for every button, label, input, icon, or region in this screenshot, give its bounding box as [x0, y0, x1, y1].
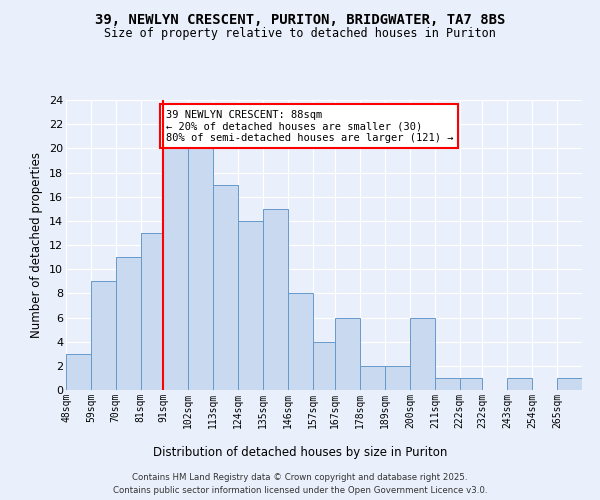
Bar	[288, 294, 313, 390]
Bar	[360, 366, 385, 390]
Text: Contains HM Land Registry data © Crown copyright and database right 2025.
Contai: Contains HM Land Registry data © Crown c…	[113, 474, 487, 495]
Text: 39, NEWLYN CRESCENT, PURITON, BRIDGWATER, TA7 8BS: 39, NEWLYN CRESCENT, PURITON, BRIDGWATER…	[95, 12, 505, 26]
Bar	[460, 378, 482, 390]
Bar	[385, 366, 410, 390]
Bar	[263, 209, 288, 390]
Bar	[188, 148, 213, 390]
Bar	[313, 342, 335, 390]
Bar	[116, 257, 140, 390]
Bar	[91, 281, 116, 390]
Bar	[410, 318, 435, 390]
Bar	[213, 184, 238, 390]
Bar	[140, 233, 163, 390]
Bar	[66, 354, 91, 390]
Bar	[163, 148, 188, 390]
Text: Distribution of detached houses by size in Puriton: Distribution of detached houses by size …	[153, 446, 447, 459]
Text: 39 NEWLYN CRESCENT: 88sqm
← 20% of detached houses are smaller (30)
80% of semi-: 39 NEWLYN CRESCENT: 88sqm ← 20% of detac…	[166, 110, 453, 143]
Bar	[335, 318, 360, 390]
Text: Size of property relative to detached houses in Puriton: Size of property relative to detached ho…	[104, 28, 496, 40]
Bar	[435, 378, 460, 390]
Bar	[508, 378, 532, 390]
Y-axis label: Number of detached properties: Number of detached properties	[31, 152, 43, 338]
Bar	[238, 221, 263, 390]
Bar	[557, 378, 582, 390]
